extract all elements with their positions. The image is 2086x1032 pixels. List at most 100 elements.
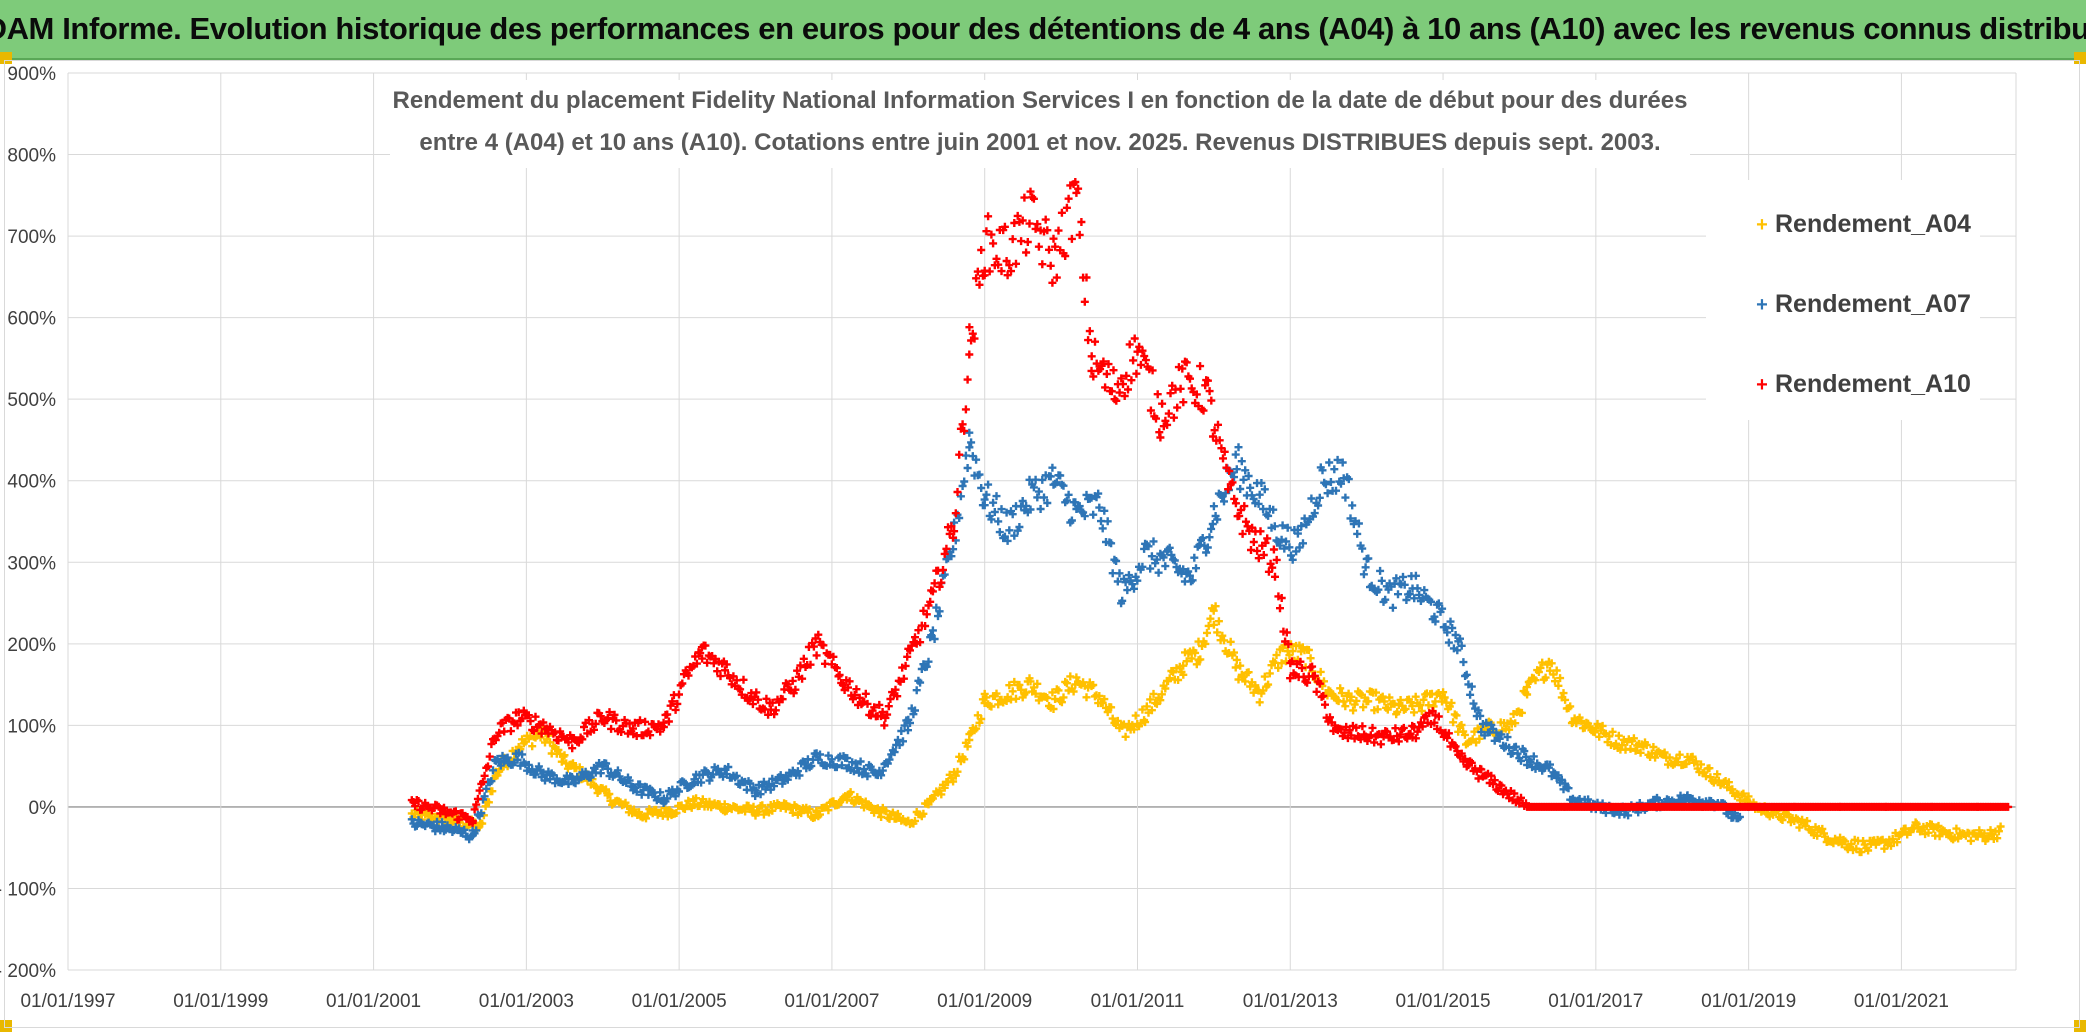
data-point [1453, 646, 1462, 655]
data-point [675, 787, 683, 796]
data-point [1241, 466, 1250, 475]
data-point [1269, 505, 1278, 514]
data-point [1418, 722, 1427, 731]
data-point [1396, 730, 1405, 739]
data-point [1457, 641, 1466, 650]
data-point [1136, 360, 1145, 369]
data-point [1372, 688, 1380, 697]
data-point [1631, 746, 1640, 755]
data-point [1337, 479, 1345, 488]
data-point [1394, 590, 1402, 599]
series-layer [407, 178, 2013, 857]
data-point [1293, 529, 1302, 538]
data-point [1927, 820, 1936, 829]
data-point [539, 718, 548, 727]
data-point [1005, 681, 1014, 690]
data-point [1287, 551, 1295, 560]
data-point [1443, 628, 1452, 637]
data-point [1147, 706, 1156, 715]
data-point [1000, 222, 1009, 231]
data-point [1566, 702, 1575, 711]
data-point [1138, 562, 1147, 571]
y-tick-label: 500% [7, 390, 56, 411]
report-banner-title: ADAM Informe. Evolution historique des p… [0, 0, 2086, 60]
data-point [814, 630, 823, 639]
data-point [1012, 694, 1020, 703]
data-point [642, 814, 650, 823]
data-point [977, 484, 986, 492]
data-point [1243, 522, 1252, 531]
data-point [1161, 562, 1170, 571]
data-point [1069, 687, 1078, 696]
data-point [1321, 480, 1330, 489]
data-point [837, 761, 846, 770]
data-point [1179, 670, 1188, 679]
data-point [965, 443, 974, 452]
data-point [1154, 568, 1163, 577]
data-point [1497, 730, 1506, 739]
data-point [1226, 637, 1235, 646]
data-point [935, 582, 944, 591]
data-point [1026, 677, 1035, 686]
data-point [1107, 703, 1116, 712]
data-point [1108, 714, 1117, 723]
data-point [1778, 816, 1787, 824]
data-point [984, 480, 993, 489]
data-point [1097, 361, 1106, 370]
data-point [1074, 184, 1083, 193]
data-point [1051, 242, 1060, 251]
data-point [671, 792, 680, 801]
data-point [1012, 259, 1020, 268]
data-point [812, 651, 821, 660]
data-point [1264, 511, 1273, 520]
data-point [851, 759, 860, 768]
data-point [1138, 346, 1147, 355]
data-point [1203, 628, 1211, 637]
data-point [1094, 489, 1103, 498]
data-point [1230, 494, 1239, 503]
data-point [762, 694, 771, 703]
data-point [1149, 689, 1158, 698]
data-point [922, 662, 931, 671]
data-point [1208, 520, 1217, 528]
data-point [1520, 747, 1529, 756]
data-point [1115, 569, 1124, 578]
data-point [1067, 516, 1076, 525]
data-point [1133, 576, 1142, 585]
y-tick-label: 600% [7, 309, 56, 330]
data-point [1220, 497, 1228, 506]
data-point [1330, 465, 1339, 474]
data-point [1283, 523, 1292, 532]
data-point [863, 772, 872, 781]
data-point [759, 777, 768, 786]
data-point [1119, 380, 1127, 389]
data-point [1020, 193, 1029, 202]
data-point [1356, 735, 1365, 744]
data-point [1286, 674, 1295, 683]
data-point [1349, 706, 1358, 715]
data-point [472, 800, 481, 809]
data-point [1146, 564, 1155, 573]
data-point [1010, 531, 1019, 540]
data-point [1285, 651, 1294, 660]
data-point [893, 735, 902, 744]
data-point [1007, 267, 1015, 276]
data-point [754, 807, 763, 816]
data-point [899, 674, 908, 683]
data-point [1084, 336, 1093, 345]
data-point [845, 677, 854, 686]
data-point [1348, 501, 1357, 510]
data-point [771, 706, 780, 715]
data-point [1434, 599, 1443, 608]
data-point [1274, 663, 1283, 672]
data-point [1462, 670, 1471, 679]
data-point [958, 420, 967, 429]
data-point [1688, 752, 1697, 761]
data-point [1511, 742, 1520, 751]
data-point [1547, 659, 1556, 668]
data-point [950, 527, 959, 536]
data-point [1038, 260, 1047, 269]
data-point [939, 566, 947, 574]
data-point [1428, 707, 1437, 716]
data-point [788, 808, 797, 817]
